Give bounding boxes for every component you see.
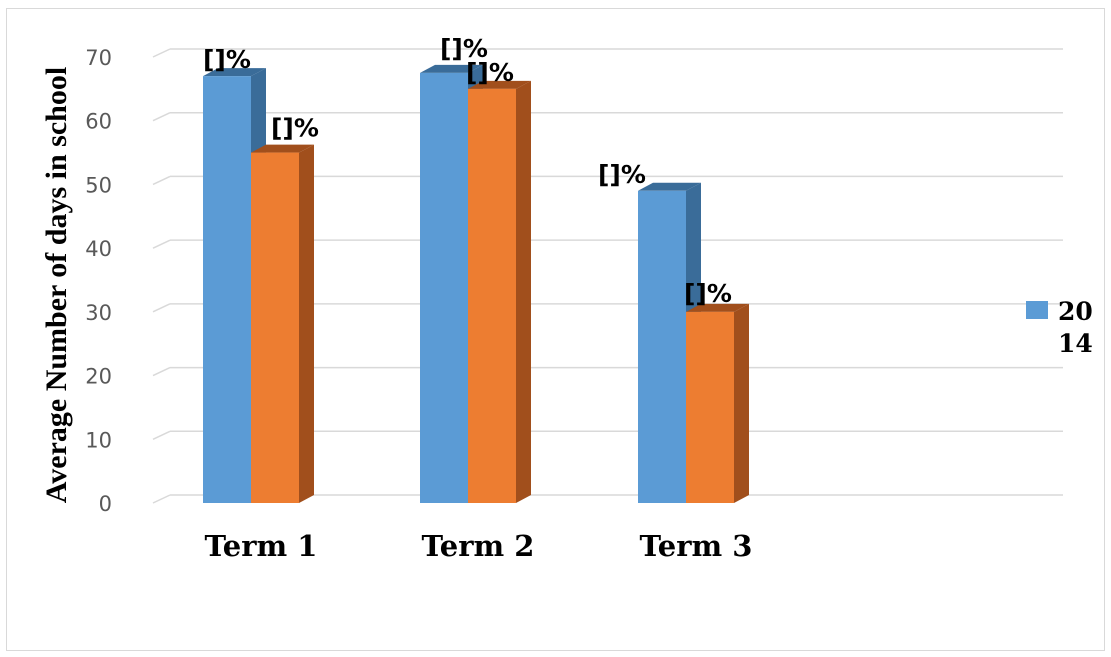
bar-top xyxy=(251,144,314,153)
y-tick-label: 70 xyxy=(85,46,112,70)
legend-text-line-2: 14 xyxy=(1058,329,1093,358)
bar-side xyxy=(734,303,749,503)
bar xyxy=(203,76,251,503)
data-label: []% xyxy=(203,45,251,74)
x-category-label: Term 3 xyxy=(640,529,753,563)
gridline-depth xyxy=(152,48,171,58)
gridline-depth xyxy=(152,175,171,186)
legend: 20 14 xyxy=(1026,297,1093,358)
y-axis-title: Average Number of days in school xyxy=(40,67,73,503)
bar-side xyxy=(299,144,314,504)
data-label: []% xyxy=(271,114,319,143)
x-axis-categories: Term 1 Term 2 Term 3 xyxy=(205,529,753,563)
y-tick-label: 10 xyxy=(85,428,112,452)
gridline-depth xyxy=(152,239,171,249)
y-tick-label: 60 xyxy=(85,110,112,134)
gridline-depth xyxy=(152,366,171,377)
gridline-depth xyxy=(152,303,171,313)
bar xyxy=(638,190,686,504)
gridline-depth xyxy=(152,112,171,122)
y-tick-label: 20 xyxy=(85,365,112,389)
data-label: []% xyxy=(598,160,646,189)
bar-top xyxy=(638,182,701,191)
data-label: []% xyxy=(440,34,488,63)
legend-swatch xyxy=(1026,301,1048,319)
bar-top xyxy=(686,303,749,312)
bar-top xyxy=(203,68,266,77)
y-axis-ticks: 0 10 20 30 40 50 60 70 xyxy=(85,46,112,516)
y-tick-label: 30 xyxy=(85,301,112,325)
bar xyxy=(420,72,468,503)
bars xyxy=(203,64,749,504)
bar-top xyxy=(468,80,531,89)
data-labels: []%[]%[]%[]%[]%[]% xyxy=(203,34,732,308)
gridlines xyxy=(152,48,1063,504)
bar xyxy=(468,88,516,503)
data-label: []% xyxy=(466,58,514,87)
data-label: []% xyxy=(684,279,732,308)
bar xyxy=(686,311,734,503)
y-tick-label: 0 xyxy=(99,492,112,516)
x-category-label: Term 1 xyxy=(205,529,318,563)
chart-frame xyxy=(6,8,1105,651)
y-tick-label: 40 xyxy=(85,237,112,261)
gridline-depth xyxy=(152,430,171,440)
legend-text-line-1: 20 xyxy=(1058,297,1093,326)
bar-side xyxy=(516,80,531,503)
bar xyxy=(251,152,299,504)
y-tick-label: 50 xyxy=(85,173,112,197)
bar-top xyxy=(420,64,483,73)
gridline-depth xyxy=(152,494,171,504)
x-category-label: Term 2 xyxy=(422,529,535,563)
